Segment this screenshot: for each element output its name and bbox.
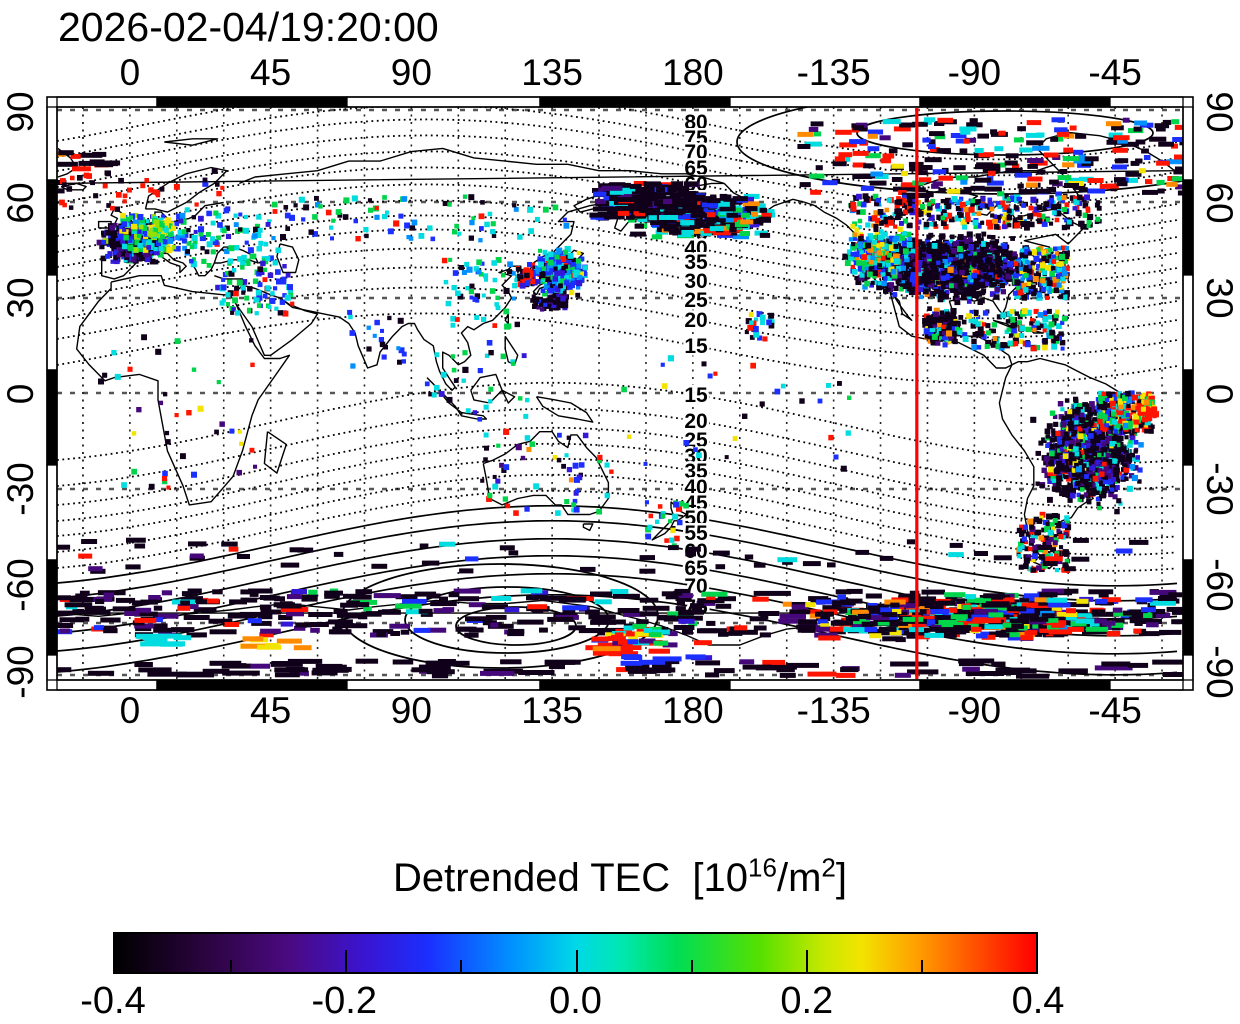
coastline bbox=[501, 389, 516, 404]
colorbar-tick-label: 0.4 bbox=[1011, 980, 1065, 1022]
contour-label: 65 bbox=[684, 557, 708, 580]
contour-label: 40 bbox=[684, 237, 707, 260]
lon-tick-label-bottom: 90 bbox=[390, 690, 432, 731]
coastline bbox=[239, 147, 725, 185]
colorbar-unit-close: ] bbox=[835, 856, 847, 900]
lon-tick-label-top: 180 bbox=[662, 52, 724, 93]
colorbar-tick bbox=[460, 960, 463, 972]
contour-label: 30 bbox=[684, 445, 707, 468]
contour-label: 55 bbox=[684, 522, 708, 545]
colorbar bbox=[113, 932, 1038, 974]
colorbar-title: Detrended TEC [1016/m2] bbox=[0, 852, 1240, 901]
coastline bbox=[482, 431, 610, 516]
contour-label: 80 bbox=[684, 111, 707, 134]
colorbar-tick-label: 0.2 bbox=[780, 980, 834, 1022]
coastline bbox=[144, 166, 228, 213]
colorbar-tick bbox=[690, 960, 693, 972]
contour-label: 20 bbox=[684, 410, 707, 433]
coastline bbox=[1030, 329, 1044, 334]
lon-tick-label-bottom: -90 bbox=[947, 690, 1002, 731]
contour-label: 35 bbox=[684, 251, 708, 274]
coastline bbox=[504, 313, 509, 325]
colorbar-unit: [10 bbox=[692, 856, 749, 900]
lon-tick-label-top: -135 bbox=[796, 52, 871, 93]
lon-tick-label-bottom: 180 bbox=[662, 690, 724, 731]
coastline bbox=[76, 275, 291, 506]
colorbar-unit-mid: /m bbox=[776, 856, 822, 900]
colorbar-tick bbox=[805, 950, 808, 972]
colorbar-tick bbox=[575, 950, 578, 972]
colorbar-unit-exp1: 16 bbox=[748, 852, 777, 883]
colorbar-tick bbox=[920, 960, 923, 972]
lon-tick-label-bottom: 135 bbox=[521, 690, 583, 731]
colorbar-tick-label: -0.4 bbox=[80, 980, 146, 1022]
lon-tick-label-top: 0 bbox=[119, 52, 141, 93]
lon-tick-label-top: -90 bbox=[947, 52, 1002, 93]
coastline bbox=[154, 252, 187, 274]
lon-tick-label-bottom: 45 bbox=[250, 690, 292, 731]
colorbar-title-text: Detrended TEC bbox=[393, 856, 671, 900]
lon-tick-label-bottom: -135 bbox=[796, 690, 871, 731]
lon-tick-label-bottom: -45 bbox=[1088, 690, 1142, 731]
coastline bbox=[535, 396, 594, 423]
contour-label: 30 bbox=[684, 270, 707, 293]
coastline bbox=[998, 357, 1148, 570]
contour-label: 50 bbox=[684, 507, 707, 530]
contour-label: 70 bbox=[684, 141, 707, 164]
colorbar-tick-label: 0.0 bbox=[549, 980, 602, 1022]
lon-tick-label-top: 135 bbox=[521, 52, 583, 93]
contour-label: 15 bbox=[684, 335, 708, 358]
colorbar-tick bbox=[345, 950, 348, 972]
coastline bbox=[97, 220, 112, 229]
colorbar-tick bbox=[230, 960, 233, 972]
colorbar-tick-label: -0.2 bbox=[311, 980, 377, 1022]
coastline bbox=[276, 243, 300, 274]
lon-tick-label-top: -45 bbox=[1088, 52, 1142, 93]
contour-label: 75 bbox=[684, 127, 708, 150]
contour-label: 20 bbox=[684, 309, 707, 332]
contour-label: 35 bbox=[684, 460, 708, 483]
colorbar-unit-exp2: 2 bbox=[821, 852, 836, 883]
contour-label: 40 bbox=[684, 476, 707, 499]
coastline bbox=[60, 182, 87, 191]
contour-label: 25 bbox=[684, 289, 708, 312]
lon-tick-label-top: 45 bbox=[250, 52, 292, 93]
coastline bbox=[263, 431, 287, 474]
lon-tick-label-bottom: 0 bbox=[119, 690, 141, 731]
timestamp-title: 2026-02-04/19:20:00 bbox=[58, 4, 439, 50]
contour-label: 15 bbox=[684, 384, 708, 407]
coastline bbox=[582, 523, 594, 532]
coastline bbox=[470, 373, 503, 404]
lon-tick-label-top: 90 bbox=[390, 52, 432, 93]
coastline bbox=[164, 138, 219, 146]
